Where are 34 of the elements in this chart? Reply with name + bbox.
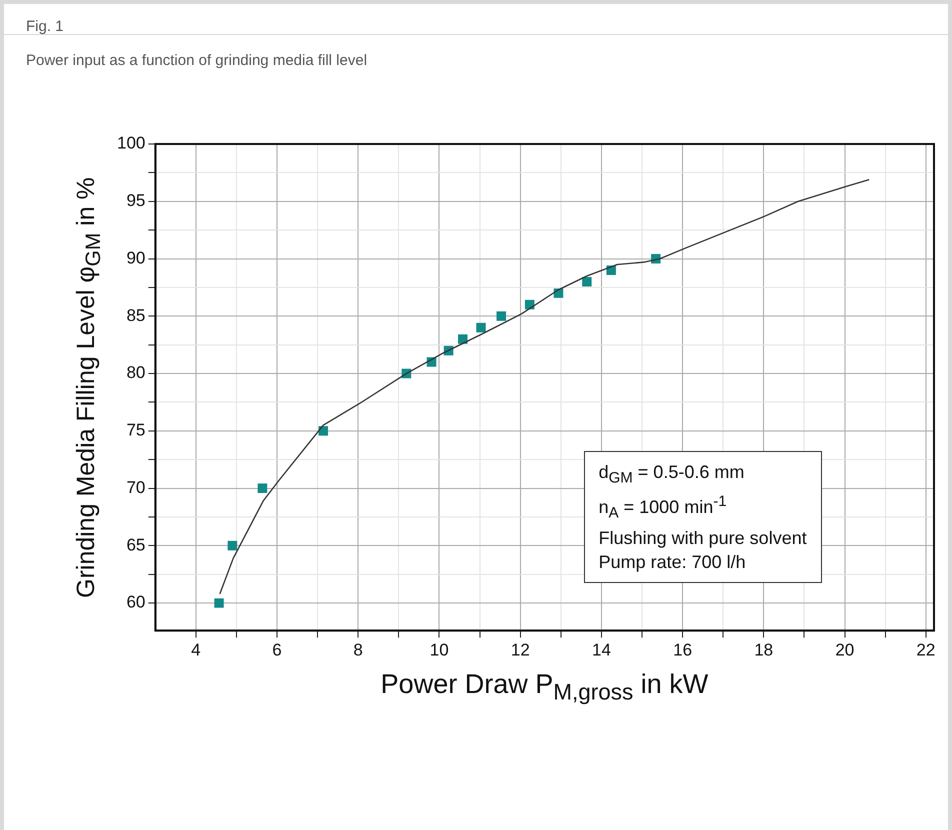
point [214, 598, 224, 608]
point [496, 311, 506, 321]
point [458, 334, 468, 344]
point [476, 322, 486, 332]
point [258, 484, 268, 494]
point [582, 276, 592, 286]
y-tick-label: 90 [126, 248, 146, 268]
y-tick-label: 60 [126, 592, 146, 612]
annotation: Pump rate: 700 l/h [598, 550, 747, 574]
x-tick-label: 18 [754, 640, 774, 660]
annotation: Flushing with pure solvent [598, 526, 807, 550]
point [318, 426, 328, 436]
x-tick-label: 10 [430, 640, 449, 660]
y-tick-label: 75 [126, 420, 146, 440]
x-tick-label: 22 [916, 640, 936, 660]
y-tick-label: 95 [126, 191, 146, 210]
x-tick-label: 8 [353, 640, 363, 660]
x-tick-label: 20 [835, 640, 854, 660]
point [228, 540, 238, 550]
x-tick-label: 16 [673, 640, 692, 660]
x-axis-title: Power Draw P$_{M,gross}$ in kW [380, 668, 708, 705]
x-tick-label: 12 [510, 640, 530, 660]
x-tick-label: 14 [592, 640, 611, 660]
y-tick-label: 80 [126, 363, 146, 382]
chart-subtitle: Power input as a function of grinding media fill level [26, 52, 368, 69]
y-tick-label: 70 [126, 478, 146, 497]
y-tick-label: 100 [116, 134, 146, 153]
x-tick-label: 6 [272, 640, 282, 660]
chart-title: Fig. 1 [26, 18, 64, 35]
annotation: n$_{A}$ = 1000 min$^{-1}$ [598, 492, 728, 524]
x-tick-label: 4 [191, 640, 201, 660]
y-tick-label: 65 [126, 535, 146, 554]
y-tick-label: 85 [126, 306, 146, 325]
annotation: d$_{GM}$ = 0.5-0.6 mm [598, 460, 746, 488]
